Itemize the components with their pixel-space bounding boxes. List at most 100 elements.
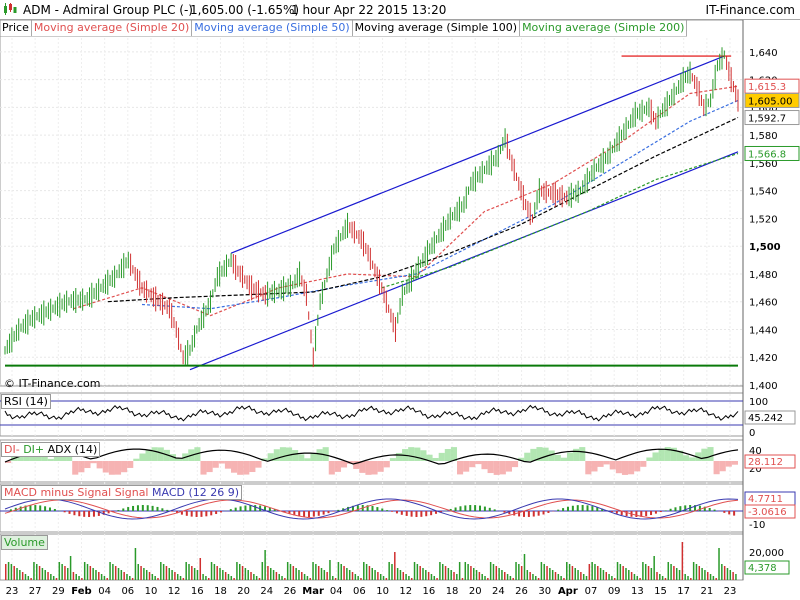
volume-bar <box>444 566 447 580</box>
macd-histogram-bar <box>156 506 159 511</box>
legend-sma-50[interactable]: Moving average (Simple 50) <box>192 20 353 36</box>
adx-di-bar <box>511 461 519 468</box>
volume-bar <box>64 566 66 580</box>
volume-bar <box>329 560 331 580</box>
volume-bar <box>36 564 38 580</box>
legend-sma-100[interactable]: Moving average (Simple 100) <box>353 20 521 36</box>
volume-bar <box>543 564 545 580</box>
volume-bar <box>83 562 86 580</box>
x-tick-label: Feb <box>71 586 91 597</box>
adx-di-bar <box>420 450 427 461</box>
volume-bar <box>664 578 667 580</box>
adx-di-bar <box>114 461 122 475</box>
volume-bar <box>523 554 526 580</box>
macd-histogram-bar <box>347 506 350 511</box>
trendline <box>189 151 739 371</box>
macd-histogram-bar <box>410 511 413 517</box>
x-tick-label: 06 <box>121 586 134 597</box>
macd-histogram-bar <box>78 511 81 517</box>
volume-bar <box>554 572 557 580</box>
x-tick-label: 07 <box>585 586 598 597</box>
macd-tag[interactable]: MACD minus Signal Signal MACD (12 26 9) <box>1 485 243 500</box>
macd-histogram-bar <box>14 507 17 511</box>
volume-bar <box>644 564 647 580</box>
volume-bar <box>58 562 61 580</box>
volume-bar <box>441 564 444 580</box>
macd-histogram-bar <box>733 511 736 516</box>
adx-tick-label: 20 <box>749 464 762 475</box>
volume-bar <box>312 562 314 580</box>
adx-tag[interactable]: DI- DI+ ADX (14) <box>1 442 101 457</box>
x-tick-label: 23 <box>6 586 19 597</box>
adx-di-bar <box>658 448 665 461</box>
x-tick-label: 17 <box>677 586 690 597</box>
legend-sma-20[interactable]: Moving average (Simple 20) <box>32 20 193 36</box>
adx-di-bar <box>683 455 690 461</box>
volume-bar <box>726 568 729 580</box>
volume-bar <box>481 574 483 580</box>
macd-histogram-bar <box>591 506 594 511</box>
volume-bar <box>509 576 512 580</box>
volume-bar <box>216 566 218 580</box>
volume-bar <box>148 572 151 580</box>
volume-bar <box>267 566 269 580</box>
legend-price[interactable]: Price <box>0 20 32 36</box>
adx-di-bar <box>560 457 567 461</box>
macd-histogram-bar <box>180 511 183 515</box>
volume-bar <box>492 564 495 580</box>
adx-di-bar <box>579 447 586 461</box>
macd-histogram-bar <box>391 511 394 512</box>
macd-tick-label: -10 <box>749 520 765 531</box>
adx-di-bar <box>408 447 415 461</box>
macd-histogram-bar <box>386 510 389 511</box>
volume-bar <box>405 574 407 580</box>
macd-histogram-bar <box>537 511 540 516</box>
volume-bar <box>171 570 173 580</box>
x-tick-label: 16 <box>191 586 204 597</box>
macd-histogram-bar <box>205 511 208 517</box>
volume-bar <box>55 578 58 580</box>
volume-bar <box>585 576 588 580</box>
volume-bar <box>264 550 266 580</box>
volume-bar <box>227 574 230 580</box>
adx-di-bar <box>597 461 604 467</box>
macd-histogram-bar <box>351 505 354 511</box>
rsi-value-label: 45.242 <box>748 413 783 424</box>
macd-line <box>4 498 739 520</box>
volume-bar <box>453 572 455 580</box>
volume-bar <box>30 578 32 580</box>
volume-bar <box>467 564 469 580</box>
volume-bar <box>103 576 106 580</box>
volume-bar <box>706 572 709 580</box>
rsi-tag[interactable]: RSI (14) <box>1 394 51 409</box>
volume-bar <box>72 572 75 580</box>
volume-bar <box>670 564 672 580</box>
macd-histogram-bar <box>273 509 276 511</box>
adx-di-bar <box>634 461 641 472</box>
volume-bar <box>532 574 534 580</box>
macd-histogram-bar <box>176 511 179 514</box>
volume-bar <box>580 572 582 580</box>
volume-bar <box>343 566 345 580</box>
volume-bar <box>78 576 80 580</box>
volume-bar <box>450 570 452 580</box>
brand-label: IT-Finance.com <box>705 3 795 17</box>
adx-di-bar <box>255 461 262 468</box>
x-tick-label: 27 <box>29 586 42 597</box>
adx-di-bar <box>133 458 140 461</box>
macd-histogram-bar <box>122 508 125 511</box>
volume-bar <box>205 576 207 580</box>
macd-histogram-bar <box>698 505 701 511</box>
watermark: © IT-Finance.com <box>4 377 101 390</box>
adx-di-bar <box>548 450 555 461</box>
adx-di-bar <box>719 461 726 472</box>
macd-histogram-bar <box>493 509 496 511</box>
adx-di-bar <box>469 461 476 468</box>
x-tick-label: 26 <box>515 586 528 597</box>
volume-tag[interactable]: Volume <box>1 535 48 550</box>
legend-sma-200[interactable]: Moving average (Simple 200) <box>520 20 688 36</box>
macd-histogram-bar <box>356 505 359 511</box>
macd-histogram-bar <box>679 506 682 511</box>
